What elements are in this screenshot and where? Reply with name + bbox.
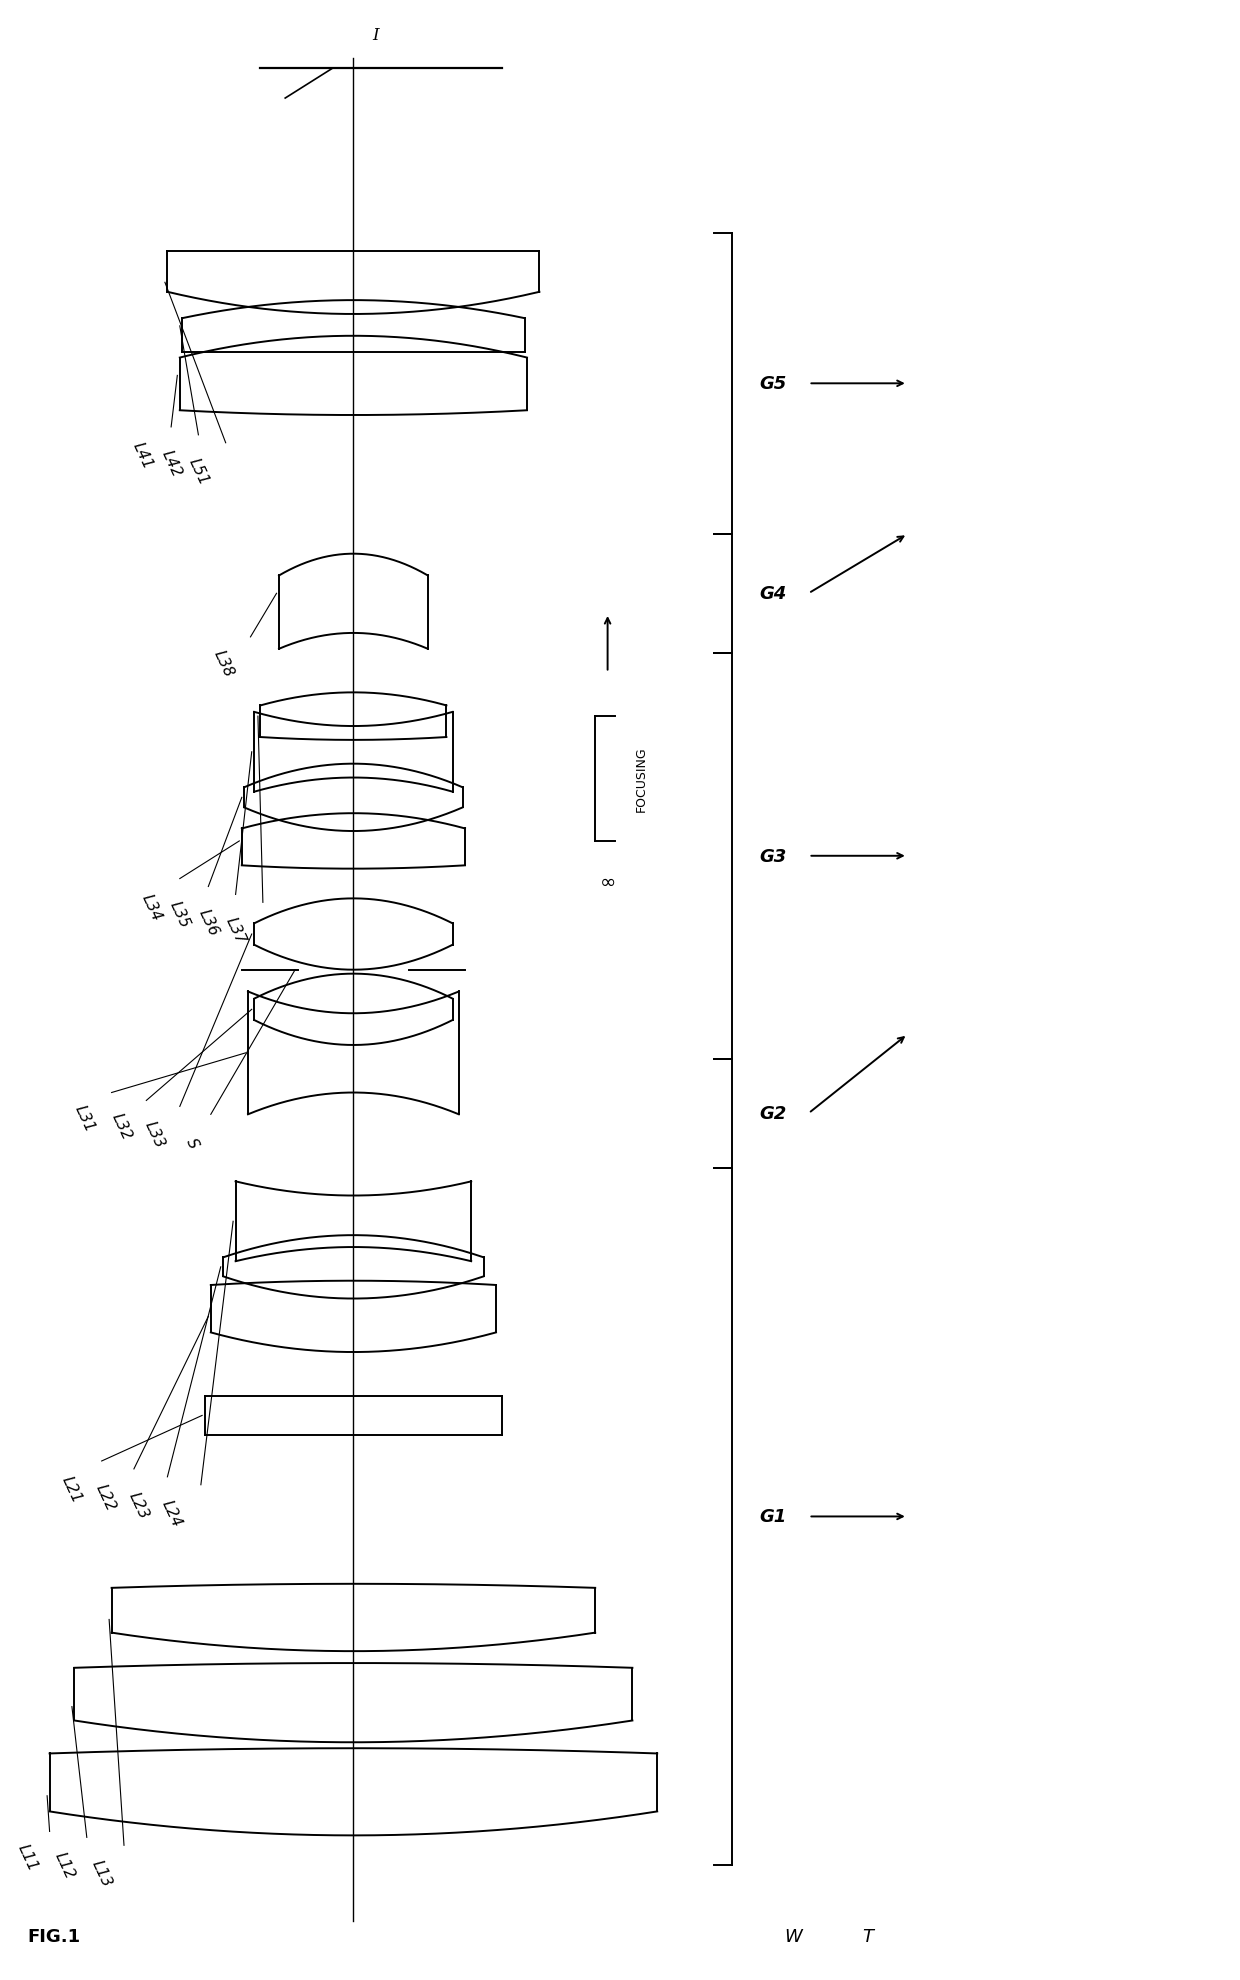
Text: FOCUSING: FOCUSING: [635, 746, 647, 812]
Text: L33: L33: [143, 1119, 167, 1150]
Text: I: I: [372, 26, 378, 44]
Text: G5: G5: [759, 374, 786, 394]
Text: L23: L23: [126, 1489, 151, 1521]
Text: S: S: [184, 1135, 201, 1150]
Text: G1: G1: [759, 1507, 786, 1527]
Text: L11: L11: [15, 1841, 40, 1873]
Text: FIG.1: FIG.1: [27, 1927, 81, 1946]
Text: L35: L35: [167, 899, 192, 931]
Text: T: T: [863, 1927, 873, 1946]
Text: G4: G4: [759, 584, 786, 604]
Text: L36: L36: [196, 907, 221, 939]
Text: L21: L21: [60, 1473, 84, 1505]
Text: $\infty$: $\infty$: [599, 871, 616, 891]
Text: L24: L24: [159, 1497, 184, 1529]
Text: L42: L42: [159, 447, 184, 479]
Text: W: W: [785, 1927, 802, 1946]
Text: G2: G2: [759, 1105, 786, 1123]
Text: L37: L37: [223, 915, 248, 946]
Text: L41: L41: [130, 440, 155, 471]
Text: L12: L12: [52, 1849, 77, 1881]
Text: L32: L32: [109, 1111, 134, 1142]
Text: L34: L34: [139, 891, 164, 923]
Text: G3: G3: [759, 847, 786, 865]
Text: L13: L13: [89, 1857, 114, 1889]
Text: L22: L22: [93, 1481, 118, 1513]
Text: L51: L51: [186, 455, 211, 487]
Text: L38: L38: [211, 647, 236, 679]
Text: L31: L31: [72, 1103, 97, 1135]
